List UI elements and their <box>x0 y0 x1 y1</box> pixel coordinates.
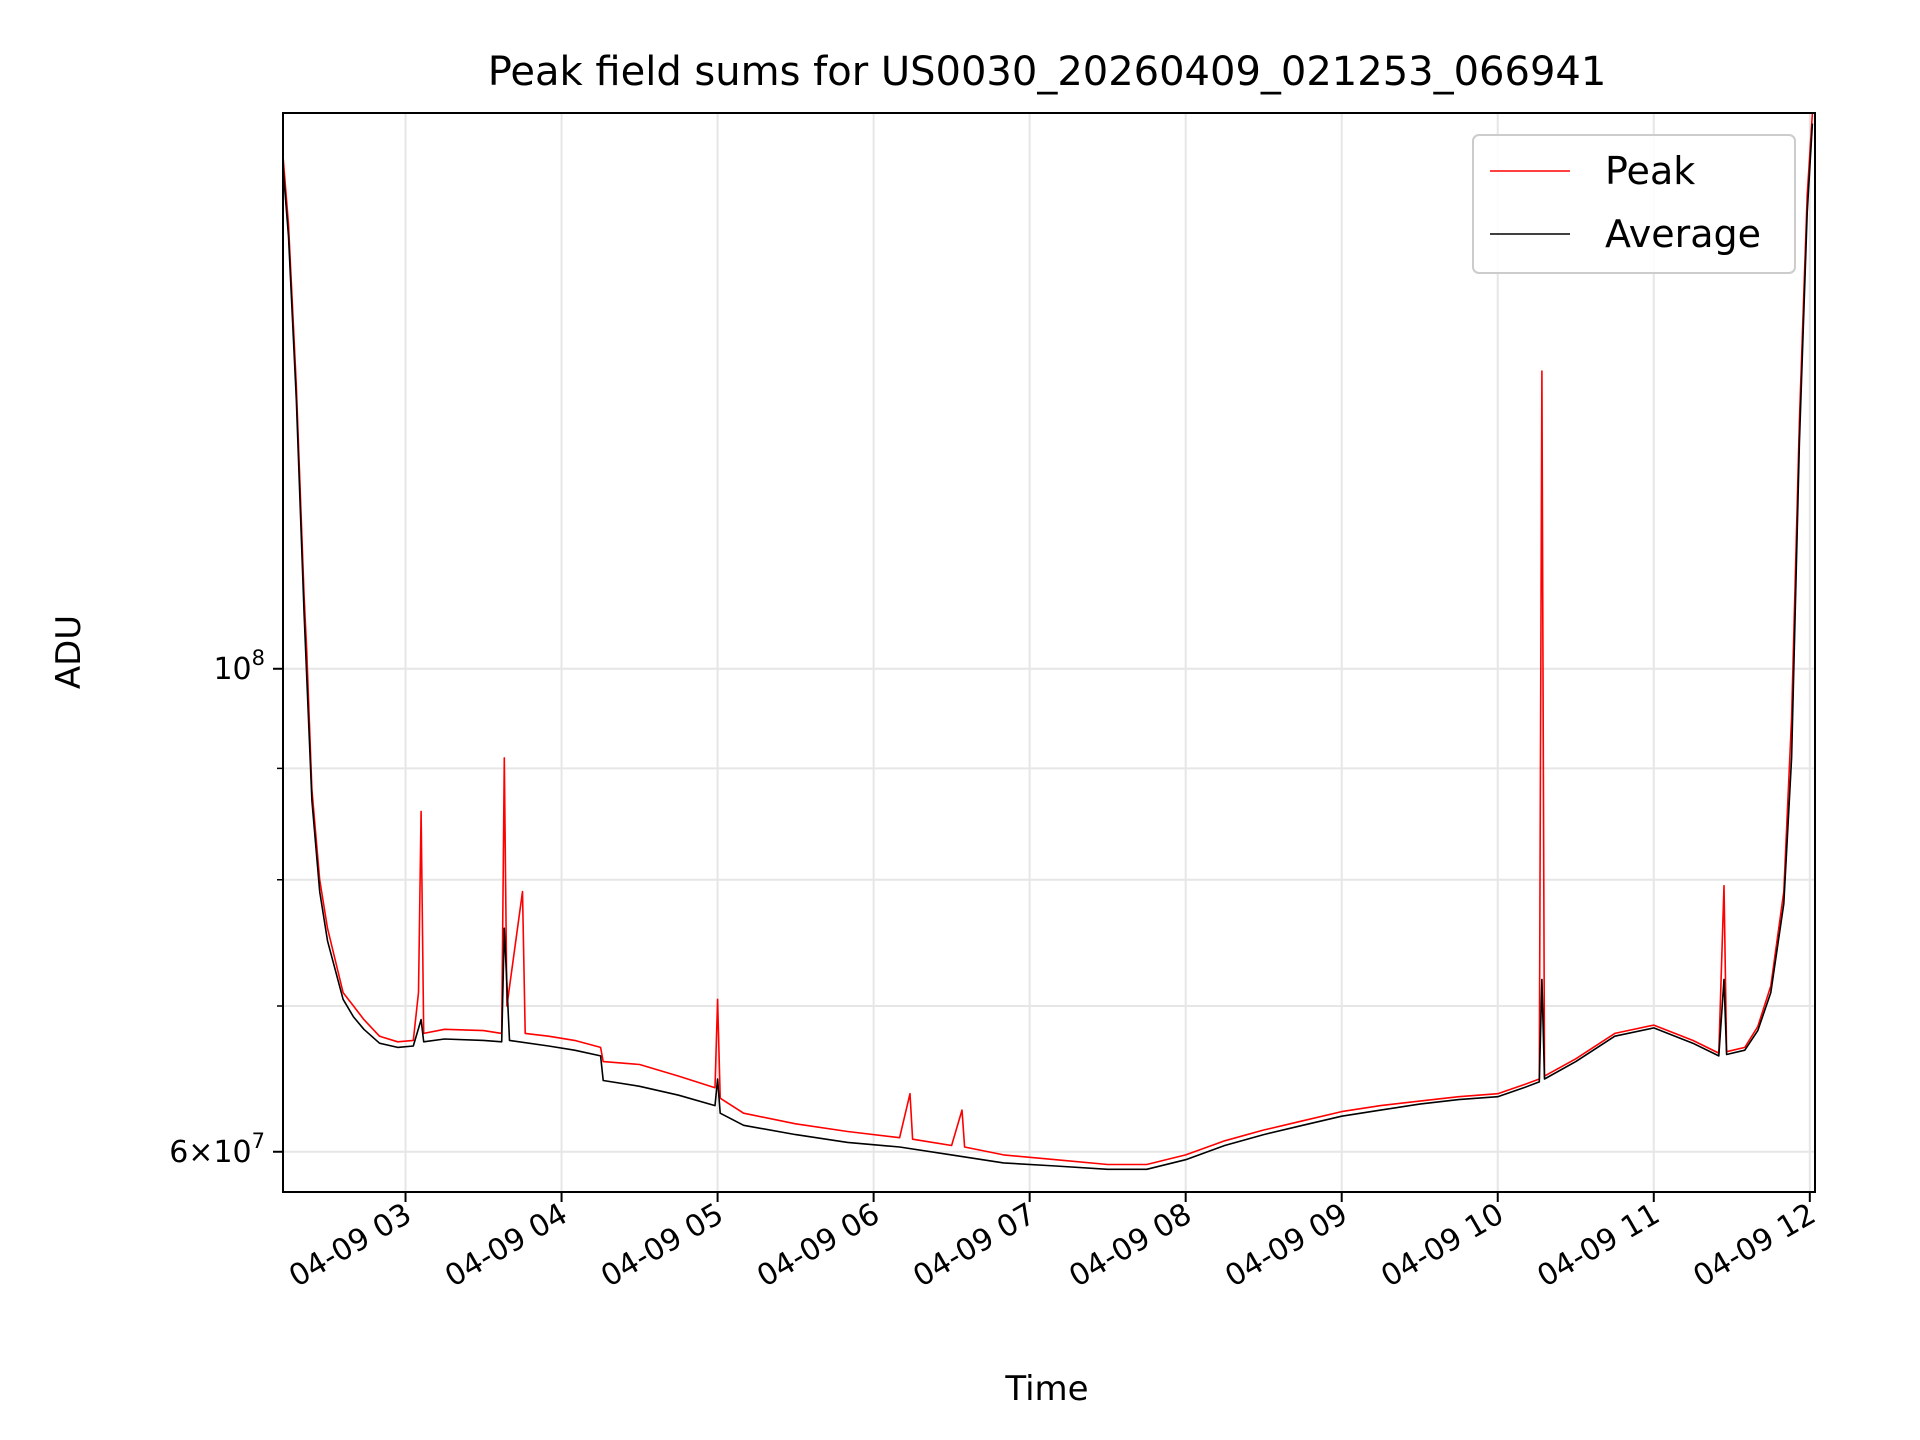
plot-series <box>282 112 1814 1171</box>
legend-label-peak: Peak <box>1605 149 1695 193</box>
legend-label-average: Average <box>1605 212 1761 256</box>
x-axis-label: Time <box>1004 1369 1088 1409</box>
y-tick-label: 6×107 <box>169 1129 265 1170</box>
y-tick-label: 108 <box>213 646 265 687</box>
chart-title: Peak field sums for US0030_20260409_0212… <box>488 49 1607 95</box>
series-line-peak <box>282 112 1814 1166</box>
series-line-average <box>282 123 1814 1171</box>
plot-frame <box>282 112 1816 1193</box>
legend: Peak Average <box>1472 134 1796 274</box>
grid <box>283 113 1815 1192</box>
legend-box <box>1472 134 1796 274</box>
y-axis-label: ADU <box>49 615 89 689</box>
